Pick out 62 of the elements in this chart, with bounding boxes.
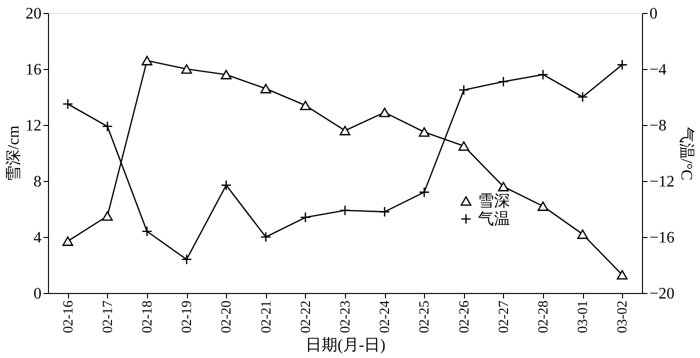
x-tick-label: 02-21 (259, 300, 274, 334)
x-tick-label: 02-18 (140, 300, 156, 334)
point (418, 127, 430, 137)
y2-tick-label: −20 (650, 286, 675, 302)
x-tick-label: 02-20 (220, 300, 235, 334)
point (142, 56, 152, 66)
point (538, 201, 548, 211)
point (62, 98, 74, 110)
point (379, 206, 390, 218)
point (181, 64, 192, 74)
point (220, 180, 232, 191)
point (181, 254, 192, 265)
point (102, 211, 113, 221)
x-tick-label: 02-22 (298, 300, 314, 334)
y2-tick-label: −16 (650, 230, 675, 246)
y-tick-label: 16 (26, 62, 42, 78)
point (340, 205, 350, 216)
x-tick-label: 03-01 (576, 300, 592, 334)
y-tick-label: 0 (34, 286, 42, 302)
x-tick-label: 02-25 (418, 300, 433, 334)
point (260, 84, 272, 94)
point (458, 141, 470, 151)
point (577, 92, 588, 102)
x-tick-label: 02-27 (496, 300, 512, 334)
y-tick-label: 12 (26, 118, 42, 134)
legend-label: 气温 (478, 211, 510, 228)
point (220, 70, 232, 80)
x-tick-label: 02-24 (378, 300, 394, 334)
y-tick-label: 20 (26, 6, 42, 22)
point (498, 76, 509, 87)
point (102, 121, 113, 132)
y2-axis-title: 气温/°C (678, 126, 695, 180)
point (300, 212, 311, 223)
x-tick-label: 02-16 (61, 300, 76, 334)
point (577, 229, 588, 239)
y-axis-title: 雪深/cm (6, 124, 22, 182)
x-tick-label: 02-28 (536, 300, 552, 334)
point (300, 100, 311, 110)
point (379, 108, 390, 118)
y2-tick-label: −12 (650, 174, 675, 190)
y2-tick-label: −4 (650, 62, 667, 78)
point (458, 84, 470, 96)
y2-tick-label: 0 (650, 6, 658, 22)
x-axis-title: 日期(月-日) (306, 336, 386, 354)
point (62, 236, 74, 246)
x-tick-label: 02-23 (338, 300, 354, 334)
x-tick-label: 03-02 (616, 300, 631, 334)
point (498, 182, 509, 192)
x-tick-label: 02-17 (100, 300, 116, 334)
point (260, 232, 272, 242)
point (616, 59, 628, 70)
point (418, 186, 430, 198)
x-tick-label: 02-19 (180, 300, 196, 334)
point (142, 226, 152, 237)
y2-tick-label: −8 (650, 118, 667, 134)
point (340, 126, 350, 136)
y-tick-label: 8 (34, 174, 42, 190)
x-tick-label: 02-26 (457, 300, 472, 334)
point (616, 270, 628, 280)
point (538, 69, 548, 80)
legend-label: 雪深 (478, 193, 510, 210)
y-tick-label: 4 (34, 230, 42, 246)
